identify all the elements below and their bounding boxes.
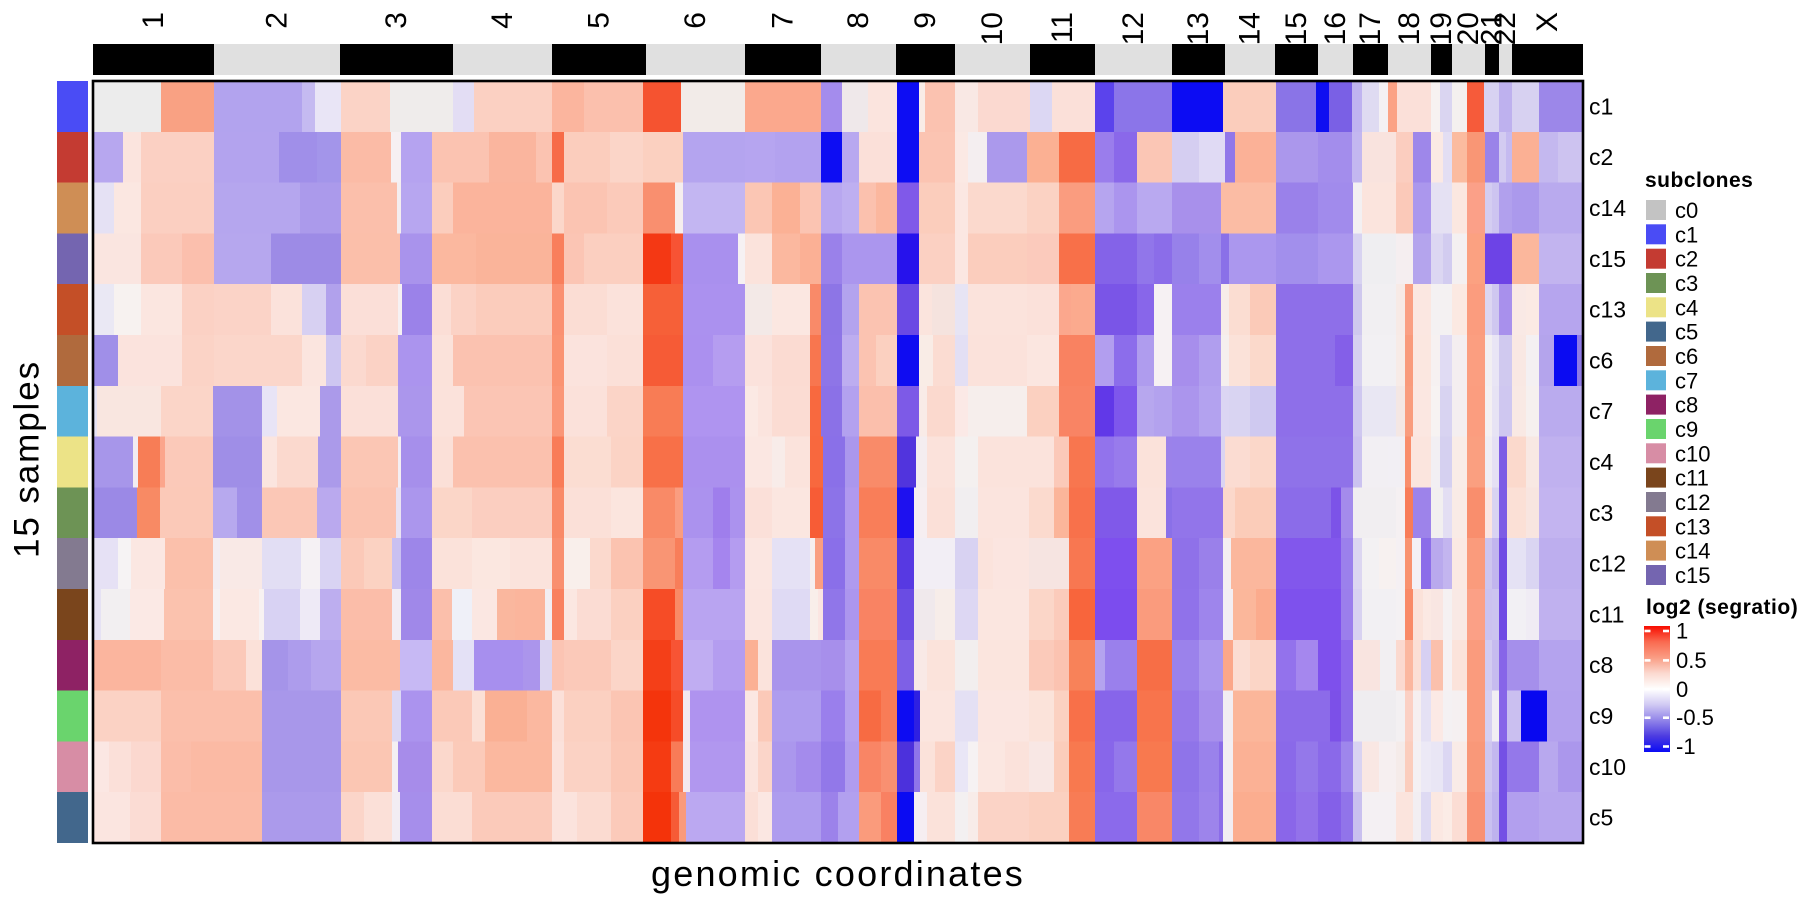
svg-text:c7: c7: [1675, 368, 1698, 393]
svg-text:c2: c2: [1589, 144, 1613, 170]
svg-text:15 samples: 15 samples: [8, 360, 47, 558]
svg-text:-1: -1: [1676, 734, 1696, 759]
svg-text:genomic coordinates: genomic coordinates: [651, 853, 1025, 894]
svg-text:c7: c7: [1589, 398, 1613, 424]
svg-text:c15: c15: [1675, 563, 1710, 588]
svg-text:c3: c3: [1589, 500, 1613, 526]
svg-text:3: 3: [380, 12, 413, 29]
svg-text:c14: c14: [1675, 539, 1710, 564]
svg-text:c6: c6: [1589, 347, 1613, 373]
svg-text:log2 (segratio): log2 (segratio): [1646, 596, 1798, 619]
svg-text:c5: c5: [1589, 805, 1613, 831]
svg-text:X: X: [1531, 12, 1564, 32]
svg-text:c1: c1: [1675, 222, 1698, 247]
svg-text:8: 8: [842, 12, 875, 29]
svg-text:9: 9: [909, 12, 942, 29]
svg-text:c3: c3: [1675, 271, 1698, 296]
svg-text:6: 6: [679, 12, 712, 29]
svg-text:0.5: 0.5: [1676, 648, 1707, 673]
svg-text:c13: c13: [1589, 297, 1626, 323]
svg-text:2: 2: [261, 12, 294, 29]
svg-text:c11: c11: [1589, 601, 1624, 627]
svg-text:10: 10: [976, 12, 1009, 45]
svg-text:5: 5: [583, 12, 616, 29]
svg-text:-0.5: -0.5: [1676, 705, 1714, 730]
svg-text:c13: c13: [1675, 514, 1710, 539]
svg-text:c9: c9: [1675, 417, 1698, 442]
svg-text:c5: c5: [1675, 320, 1698, 345]
svg-text:12: 12: [1117, 12, 1150, 45]
svg-text:c6: c6: [1675, 344, 1698, 369]
svg-text:c0: c0: [1675, 198, 1698, 223]
svg-text:14: 14: [1234, 12, 1267, 45]
svg-text:c11: c11: [1675, 466, 1709, 491]
svg-text:22: 22: [1489, 12, 1522, 45]
svg-text:c10: c10: [1589, 754, 1626, 780]
svg-text:c4: c4: [1675, 295, 1698, 320]
svg-text:c12: c12: [1675, 490, 1710, 515]
svg-text:c8: c8: [1589, 652, 1613, 678]
svg-text:c15: c15: [1589, 246, 1626, 272]
svg-text:c12: c12: [1589, 551, 1626, 577]
svg-text:4: 4: [486, 12, 519, 29]
svg-text:11: 11: [1046, 12, 1079, 43]
svg-text:20: 20: [1452, 12, 1485, 45]
svg-text:c10: c10: [1675, 441, 1710, 466]
svg-text:13: 13: [1182, 12, 1215, 45]
svg-text:c9: c9: [1589, 703, 1613, 729]
svg-text:c4: c4: [1589, 449, 1614, 475]
svg-text:16: 16: [1319, 12, 1352, 45]
svg-text:c14: c14: [1589, 195, 1626, 221]
svg-text:1: 1: [1676, 619, 1688, 644]
svg-text:subclones: subclones: [1645, 169, 1753, 192]
svg-text:0: 0: [1676, 677, 1688, 702]
svg-text:7: 7: [767, 12, 800, 29]
svg-text:17: 17: [1354, 12, 1387, 45]
svg-text:1: 1: [137, 12, 170, 29]
svg-text:c8: c8: [1675, 393, 1698, 418]
svg-text:c1: c1: [1589, 93, 1613, 119]
svg-text:c2: c2: [1675, 247, 1698, 272]
svg-text:19: 19: [1425, 12, 1458, 45]
svg-text:21: 21: [1476, 12, 1509, 45]
svg-text:18: 18: [1393, 12, 1426, 45]
svg-text:15: 15: [1280, 12, 1313, 45]
